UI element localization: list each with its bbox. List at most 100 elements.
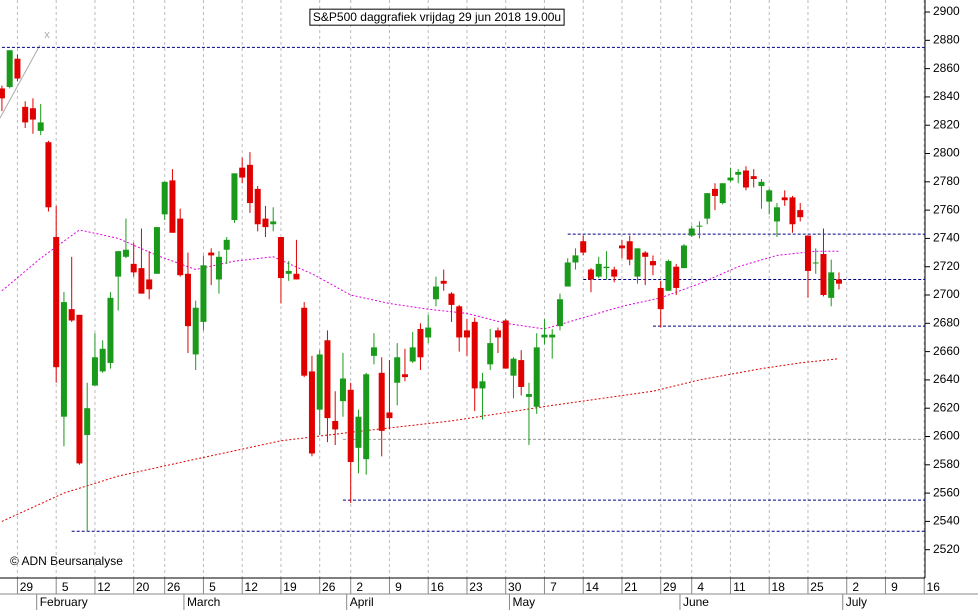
month-label: March <box>187 595 220 609</box>
candle-body <box>781 197 788 201</box>
y-tick-label: 2900 <box>933 4 960 18</box>
candle-body <box>556 299 563 327</box>
candle-body <box>6 50 13 88</box>
candle-body <box>657 287 664 310</box>
x-tick-label: 20 <box>136 580 150 594</box>
candle-body <box>401 374 408 378</box>
candle-body <box>246 164 253 204</box>
candle-body <box>479 381 486 389</box>
candle-body <box>704 193 711 219</box>
candle-body <box>285 270 292 274</box>
candle-body <box>37 122 44 131</box>
moving-average <box>1 358 840 522</box>
candle-body <box>735 171 742 175</box>
candle-body <box>696 225 703 227</box>
y-tick-label: 2640 <box>933 372 960 386</box>
y-tick-label: 2600 <box>933 429 960 443</box>
month-label: May <box>512 595 535 609</box>
candle-body <box>339 378 346 402</box>
x-tick-label: 18 <box>772 580 786 594</box>
month-label: April <box>350 595 374 609</box>
candle-body <box>99 348 106 372</box>
candle-body <box>494 330 501 338</box>
candle-body <box>208 252 215 256</box>
y-tick-label: 2840 <box>933 89 960 103</box>
x-tick-label: 21 <box>624 580 638 594</box>
candle-body <box>533 347 540 407</box>
candle-body <box>394 357 401 383</box>
y-tick-label: 2680 <box>933 315 960 329</box>
candle-body <box>14 58 21 79</box>
y-tick-label: 2520 <box>933 542 960 556</box>
candle-body <box>29 108 36 120</box>
y-tick-label: 2860 <box>933 61 960 75</box>
candle-body <box>293 273 300 280</box>
candle-body <box>471 321 478 389</box>
y-tick-label: 2620 <box>933 400 960 414</box>
x-tick-label: 29 <box>663 580 677 594</box>
candle-body <box>789 197 796 225</box>
x-tick-label: 19 <box>283 580 297 594</box>
candle-body <box>773 207 780 222</box>
candle-body <box>487 343 494 365</box>
candle-body <box>673 266 680 288</box>
x-tick-label: 12 <box>97 580 111 594</box>
y-tick-label: 2560 <box>933 485 960 499</box>
candle-body <box>727 177 734 181</box>
candle-body <box>680 245 687 269</box>
candle-body <box>107 297 114 363</box>
x-tick-label: 16 <box>431 580 445 594</box>
candle-body <box>719 183 726 204</box>
candle-body <box>417 328 424 358</box>
candle-body <box>332 420 339 430</box>
x-tick-label: 26 <box>167 580 181 594</box>
x-tick-label: 23 <box>469 580 483 594</box>
candle-body <box>122 249 129 257</box>
candle-body <box>828 272 835 298</box>
x-tick-label: 5 <box>209 580 216 594</box>
candle-body <box>525 394 532 397</box>
candle-body <box>301 307 308 376</box>
candle-body <box>53 237 60 368</box>
x-tick-label: 30 <box>508 580 522 594</box>
y-tick-label: 2720 <box>933 259 960 273</box>
candle-body <box>564 262 571 287</box>
candle-body <box>130 263 137 273</box>
candle-body <box>347 389 354 462</box>
candle-body <box>378 372 385 431</box>
candle-body <box>45 142 52 208</box>
title-box <box>309 8 565 26</box>
x-tick-label: 25 <box>810 580 824 594</box>
candle-body <box>355 416 362 448</box>
candle-body <box>68 309 75 321</box>
candle-body <box>0 88 5 99</box>
y-tick-label: 2760 <box>933 202 960 216</box>
candle-body <box>138 268 145 294</box>
y-tick-label: 2820 <box>933 117 960 131</box>
candle-body <box>215 256 222 280</box>
candle-body <box>153 227 160 274</box>
candle-body <box>184 273 191 327</box>
candle-body <box>386 412 393 419</box>
candle-body <box>797 210 804 218</box>
candle-body <box>192 307 199 355</box>
x-tick-label: 29 <box>20 580 34 594</box>
candle-body <box>518 360 525 387</box>
x-tick-label: 16 <box>927 580 941 594</box>
candle-body <box>463 330 470 338</box>
candle-body <box>510 358 517 376</box>
x-tick-label: 9 <box>395 580 402 594</box>
candle-body <box>618 245 625 249</box>
candle-body <box>611 269 618 277</box>
candle-body <box>308 371 315 454</box>
candle-body <box>22 106 29 123</box>
x-tick-label: 9 <box>891 580 898 594</box>
candle-body <box>626 241 633 260</box>
month-label: February <box>40 595 88 609</box>
candle-body <box>370 347 377 356</box>
candle-body <box>425 327 432 338</box>
x-tick-label: 2 <box>356 580 363 594</box>
candle-body <box>200 265 207 322</box>
